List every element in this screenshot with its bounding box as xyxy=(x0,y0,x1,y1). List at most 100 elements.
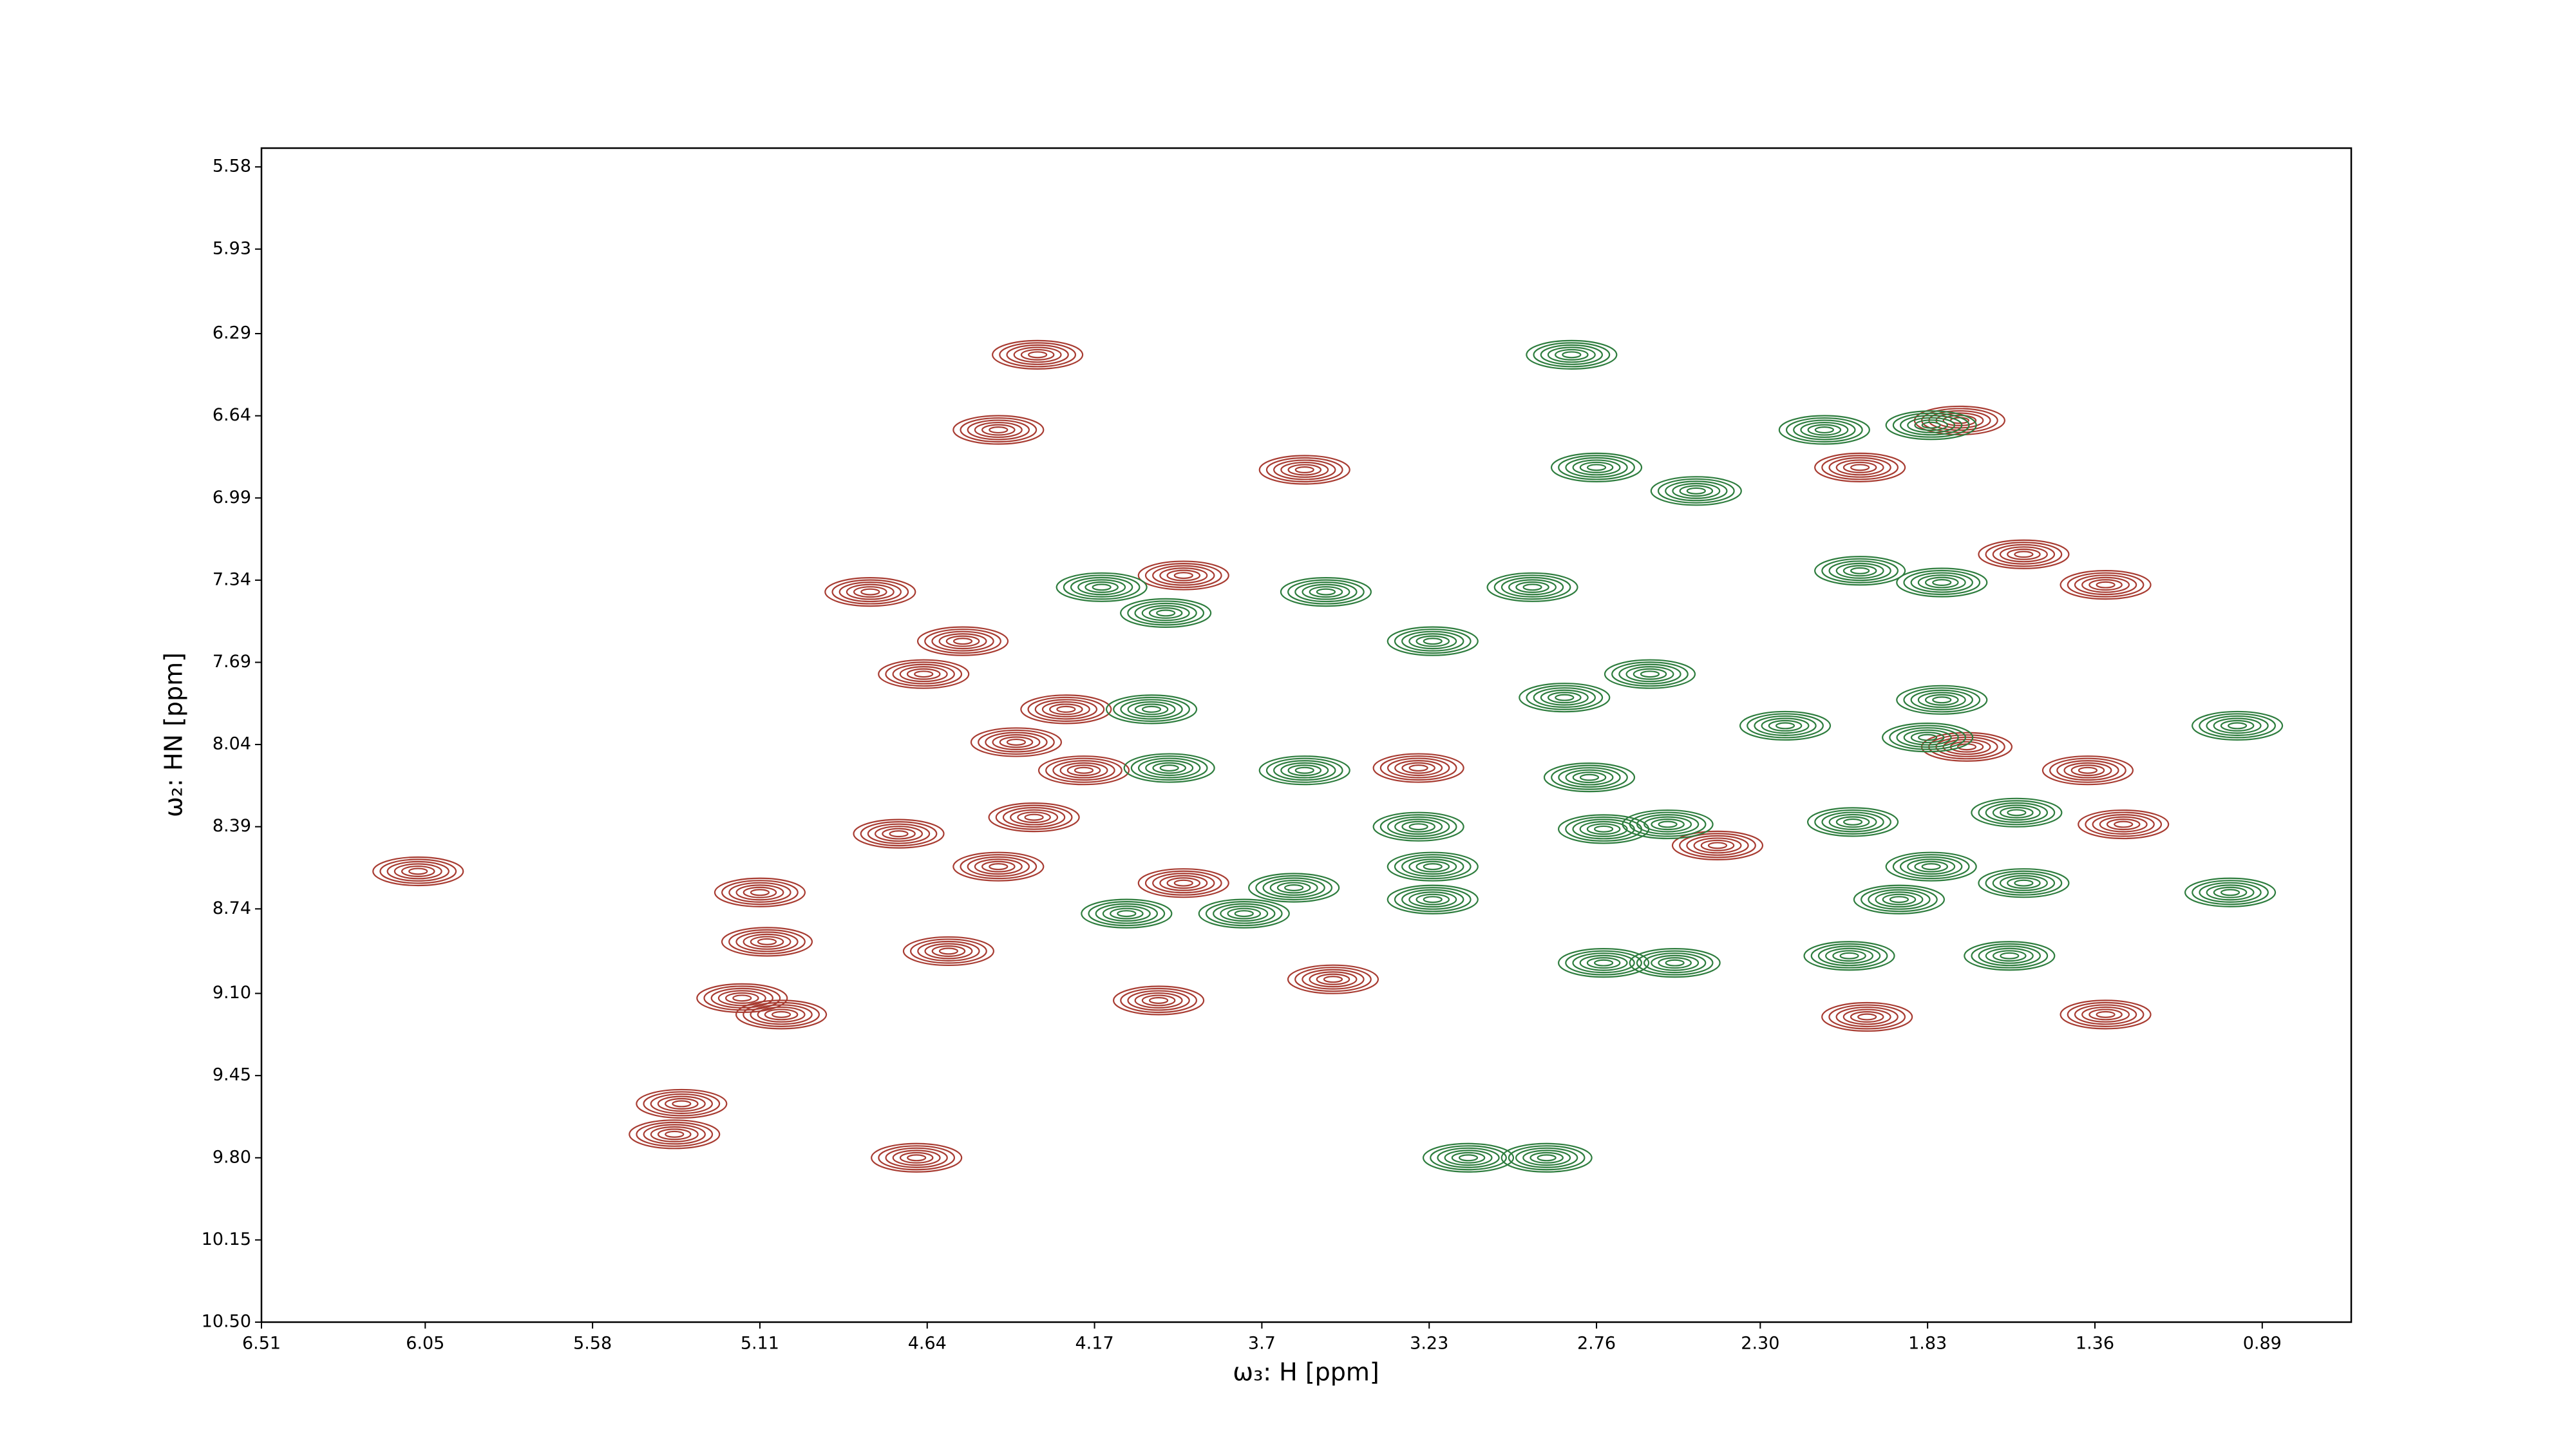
contour-peak xyxy=(1159,875,1208,891)
contour-peak xyxy=(889,830,909,838)
y-tick-label: 5.58 xyxy=(213,156,251,176)
contour-peak xyxy=(724,992,759,1004)
contour-peak xyxy=(882,828,916,840)
contour-peak xyxy=(1394,760,1443,777)
contour-peak xyxy=(772,1010,791,1018)
contour-peak xyxy=(1636,813,1700,835)
contour-peak xyxy=(1658,957,1692,969)
contour-peak xyxy=(1910,689,1973,710)
contour-peak xyxy=(1921,421,1941,429)
y-tick-label: 10.50 xyxy=(202,1312,251,1332)
contour-peak xyxy=(1323,976,1343,983)
contour-peak xyxy=(2220,719,2255,732)
contour-peak xyxy=(1515,581,1549,593)
contour-peak xyxy=(2078,809,2170,840)
contour-peak xyxy=(838,582,902,603)
x-tick-label: 0.89 xyxy=(2243,1334,2282,1354)
contour-peak xyxy=(1814,556,1906,586)
contour-peak xyxy=(1056,572,1148,602)
contour-peak xyxy=(2213,886,2248,898)
contour-peak xyxy=(1316,588,1336,596)
contour-peak xyxy=(1828,560,1891,582)
contour-peak xyxy=(1835,816,1870,828)
contour-peak xyxy=(1835,459,1884,476)
contour-peak xyxy=(1754,715,1817,736)
contour-peak xyxy=(1127,600,1205,626)
contour-peak xyxy=(1593,825,1614,833)
contour-peak xyxy=(1401,820,1435,833)
contour-peak xyxy=(2070,764,2105,777)
contour-peak xyxy=(1821,558,1899,583)
contour-peak xyxy=(1423,896,1443,904)
contour-peak xyxy=(386,860,450,882)
contour-peak xyxy=(735,999,828,1030)
contour-peak xyxy=(1316,973,1350,985)
contour-peak xyxy=(1144,870,1222,896)
contour-peak xyxy=(1137,560,1229,591)
contour-peak xyxy=(1850,464,1870,471)
contour-peak xyxy=(1572,772,1607,784)
contour-peak xyxy=(732,994,752,1002)
contour-peak xyxy=(1213,903,1276,924)
contour-peak xyxy=(643,1091,721,1117)
contour-peak xyxy=(1522,1150,1571,1166)
contour-peak xyxy=(1918,734,1938,741)
contour-peak xyxy=(1273,459,1336,480)
contour-peak xyxy=(1141,994,1176,1007)
contour-peak xyxy=(1650,476,1742,506)
contour-peak xyxy=(2060,570,2152,600)
contour-peak xyxy=(1806,807,1899,837)
contour-peak xyxy=(1034,699,1098,720)
contour-peak xyxy=(1857,1013,1877,1021)
contour-peak xyxy=(696,983,788,1013)
contour-peak xyxy=(992,734,1041,750)
contour-peak xyxy=(1861,887,1938,913)
contour-peak xyxy=(1092,583,1112,591)
contour-peak xyxy=(1287,464,1322,476)
contour-peak xyxy=(2192,880,2269,905)
contour-peak xyxy=(1629,811,1707,837)
contour-peak xyxy=(1394,854,1472,880)
contour-peak xyxy=(703,985,781,1011)
contour-peak xyxy=(1134,602,1197,623)
contour-peak xyxy=(1828,457,1891,478)
contour-peak xyxy=(853,819,945,849)
x-tick-label: 4.17 xyxy=(1075,1334,1114,1354)
contour-peak xyxy=(735,884,784,901)
contour-peak xyxy=(1914,419,1948,431)
x-tick-label: 2.30 xyxy=(1741,1334,1779,1354)
contour-peak xyxy=(1586,464,1607,471)
contour-peak xyxy=(1088,901,1166,927)
contour-peak xyxy=(981,424,1016,436)
contour-peak xyxy=(665,1130,685,1138)
contour-peak xyxy=(1558,455,1635,480)
contour-peak xyxy=(1842,818,1863,826)
contour-peak xyxy=(1152,762,1186,774)
contour-peak xyxy=(1120,987,1197,1014)
contour-peak xyxy=(1120,699,1183,720)
contour-peak xyxy=(1265,757,1343,783)
contour-peak xyxy=(1547,692,1582,704)
contour-peak xyxy=(728,882,791,903)
contour-peak xyxy=(764,1009,799,1021)
contour-peak xyxy=(1041,701,1090,717)
contour-peak xyxy=(1985,870,2063,896)
contour-peak xyxy=(1555,348,1589,361)
contour-peak xyxy=(916,626,1009,656)
contour-peak xyxy=(1006,344,1069,365)
contour-peak xyxy=(1056,705,1076,713)
contour-peak xyxy=(1166,877,1201,889)
contour-peak xyxy=(1896,685,1988,715)
contour-peak xyxy=(2074,1004,2137,1025)
contour-peak xyxy=(871,1142,963,1173)
x-tick-label: 2.76 xyxy=(1577,1334,1616,1354)
contour-peak xyxy=(1800,421,1849,439)
contour-peak xyxy=(721,880,799,905)
contour-peak xyxy=(1775,722,1795,730)
contour-peak xyxy=(2067,572,2145,598)
x-axis-label: ω₃: H [ppm] xyxy=(1233,1358,1379,1387)
y-tick-label: 7.69 xyxy=(213,652,251,672)
contour-peak xyxy=(1633,668,1667,680)
contour-peak xyxy=(1137,868,1229,898)
contour-peak xyxy=(1120,598,1212,629)
